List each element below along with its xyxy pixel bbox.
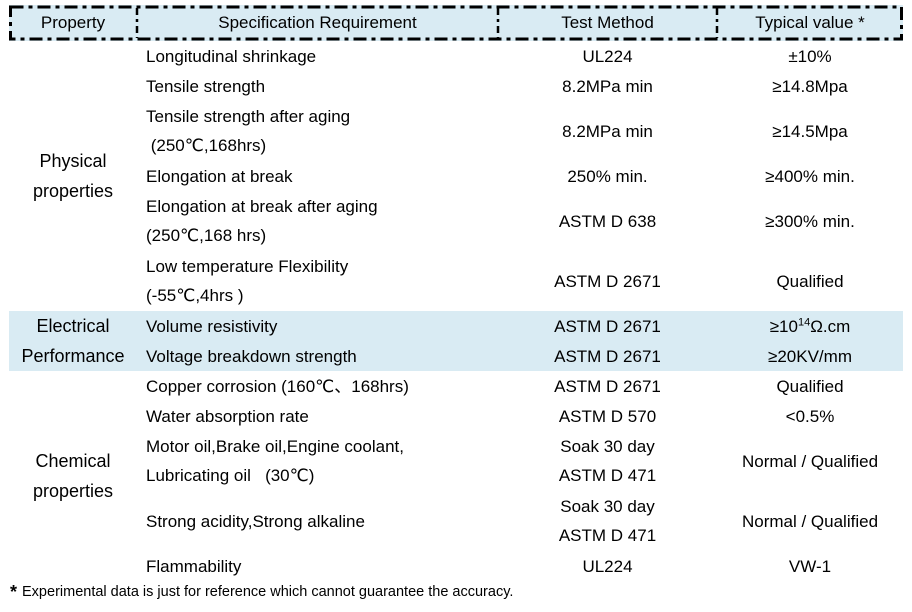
table-row: Tensile strength after aging (250℃,168hr… [9,101,903,161]
spec-cell: Volume resistivity [137,311,498,341]
value-cell: Normal / Qualified [741,451,879,471]
method-cell: Soak 30 day ASTM D 471 [558,437,657,485]
column-header-1: Specification Requirement [137,5,498,41]
method-cell: ASTM D 2671 [498,311,717,341]
column-header-2: Test Method [498,5,717,41]
spec-cell: Water absorption rate [146,406,309,426]
spec-cell: Tensile strength after aging (250℃,168hr… [146,107,351,155]
method-cell: 8.2MPa min [562,121,653,141]
table-row: Electrical Performance Volume resistivity A… [9,311,903,371]
value-cell: ≥400% min. [765,166,855,186]
table-row: Elongation at break after aging (250℃,168… [9,191,903,251]
spec-cell: Copper corrosion (160℃、168hrs) [146,376,409,396]
table-header: Property Specification Requirement Test Me… [9,5,903,41]
spec-cell: Elongation at break after aging (250℃,168… [146,197,378,245]
value-cell: Qualified [776,271,844,291]
spec-cell: Elongation at break [146,166,293,186]
spec-cell: Longitudinal shrinkage [146,46,317,66]
specification-table-wrap: Property Specification Requirement Test Me… [9,5,903,581]
spec-cell: Low temperature Flexibility (-55℃,4hrs ) [146,257,349,305]
value-cell: Normal / Qualified [741,511,879,531]
footnote-text: Experimental data is just for reference … [22,584,514,600]
value-cell: Qualified [776,376,844,396]
spec-cell: Strong acidity,Strong alkaline [146,511,365,531]
table-row: Elongation at break 250% min. ≥400% min. [9,161,903,191]
value-cell: <0.5% [785,406,835,426]
value-cell: ≥20KV/mm [717,341,903,371]
table-row: Low temperature Flexibility (-55℃,4hrs ) A… [9,251,903,311]
property-group-cell: Electrical Performance [9,311,137,371]
table-row: Flammability UL224 VW-1 [9,551,903,581]
method-cell: UL224 [582,556,633,576]
method-cell: ASTM D 570 [558,406,657,426]
table-row: Water absorption rate ASTM D 570 <0.5% [9,401,903,431]
column-header-0: Property [9,5,137,41]
method-cell: 8.2MPa min [562,76,653,96]
value-cell: ≥300% min. [765,211,855,231]
method-cell: ASTM D 638 [558,211,657,231]
table-row: Tensile strength 8.2MPa min ≥14.8Mpa [9,71,903,101]
footnote-asterisk: * [10,582,18,602]
method-cell: ASTM D 2671 [554,271,661,291]
spec-cell: Flammability [146,556,242,576]
property-group-cell: Chemical properties [32,451,114,501]
table-row: Voltage breakdown strength ASTM D 2671 ≥20… [9,341,903,371]
spec-cell: Motor oil,Brake oil,Engine coolant, Lubri… [146,437,404,485]
spec-table: Property Specification Requirement Test Me… [9,5,903,581]
spec-cell: Tensile strength [146,76,266,96]
footnote: * Experimental data is just for reference… [10,582,513,603]
column-header-3: Typical value * [717,5,903,41]
method-cell: ASTM D 2671 [498,341,717,371]
table-row: Chemical properties Copper corrosion (160℃… [9,371,903,502]
table-row: Physical properties Longitudinal shrinkage… [9,41,903,202]
table-row: Motor oil,Brake oil,Engine coolant, Lubri… [9,431,903,491]
method-cell: ASTM D 2671 [554,376,661,396]
header-row: Property Specification Requirement Test Me… [9,5,903,41]
method-cell: UL224 [582,46,633,66]
value-cell: VW-1 [788,556,832,576]
value-cell: ≥14.5Mpa [772,121,848,141]
value-cell: ±10% [788,46,832,66]
table-body: Physical properties Longitudinal shrinkage… [9,41,903,581]
spec-cell: Voltage breakdown strength [137,341,498,371]
method-cell: 250% min. [567,166,648,186]
table-row: Strong acidity,Strong alkaline Soak 30 da… [9,491,903,551]
value-cell: ≥1014Ω.cm [717,311,903,341]
property-group-cell: Physical properties [32,151,114,201]
method-cell: Soak 30 day ASTM D 471 [558,497,657,545]
value-cell: ≥14.8Mpa [772,76,848,96]
